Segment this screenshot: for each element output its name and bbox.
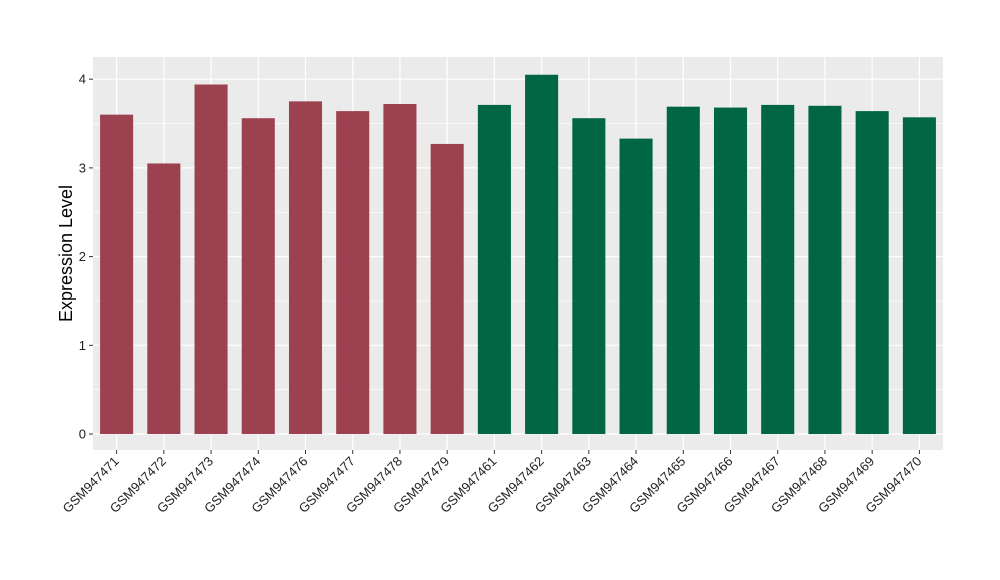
bar-gsm947462	[525, 74, 559, 435]
bar-gsm947466	[713, 107, 748, 435]
minor-gridlines	[93, 123, 943, 390]
y-tick-label: 3	[79, 160, 86, 175]
bar-gsm947474	[241, 118, 275, 435]
y-tick-label: 2	[79, 249, 86, 264]
bar-gsm947479	[430, 143, 464, 435]
bar-gsm947470	[902, 117, 936, 435]
y-axis-title: Expression Level	[56, 185, 76, 322]
bar-gsm947465	[666, 106, 700, 435]
x-axis: GSM947471GSM947472GSM947473GSM947474GSM9…	[60, 450, 925, 516]
bar-gsm947469	[855, 111, 889, 435]
bar-gsm947468	[808, 105, 842, 435]
bar-gsm947463	[572, 118, 606, 435]
bar-gsm947471	[100, 114, 134, 435]
bar-gsm947464	[619, 138, 653, 435]
bar-gsm947477	[336, 111, 370, 435]
plot-panel	[93, 57, 943, 450]
y-tick-label: 1	[79, 338, 86, 353]
y-axis: 0 1 2 3 4	[79, 72, 93, 442]
bar-gsm947478	[383, 104, 417, 435]
y-tick-label: 4	[79, 72, 86, 87]
y-tick-label: 0	[79, 427, 86, 442]
bar-gsm947467	[761, 104, 795, 435]
bar-gsm947461	[477, 104, 511, 435]
bar-gsm947472	[147, 163, 181, 435]
bar-gsm947476	[288, 101, 323, 435]
bars	[100, 74, 936, 435]
bar-gsm947473	[194, 84, 228, 435]
